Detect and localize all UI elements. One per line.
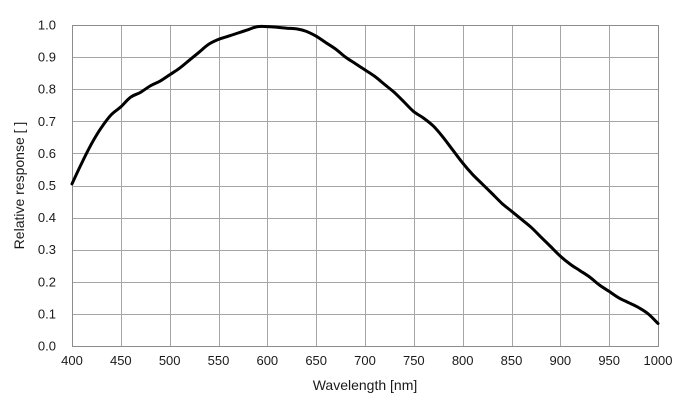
y-tick-label: 0.2	[38, 274, 56, 289]
x-tick-label: 1000	[644, 353, 673, 368]
x-tick-label: 600	[256, 353, 278, 368]
grid-lines	[72, 25, 659, 347]
y-tick-label: 0.0	[38, 339, 56, 354]
x-tick-label: 950	[598, 353, 620, 368]
x-tick-label: 700	[354, 353, 376, 368]
y-tick-label: 0.8	[38, 82, 56, 97]
y-tick-label: 0.3	[38, 242, 56, 257]
x-tick-label: 650	[305, 353, 327, 368]
x-axis-title: Wavelength [nm]	[313, 377, 418, 393]
x-tick-label: 850	[501, 353, 523, 368]
x-tick-label: 800	[452, 353, 474, 368]
y-tick-label: 0.6	[38, 146, 56, 161]
x-tick-label: 450	[110, 353, 132, 368]
x-tick-label: 400	[61, 353, 83, 368]
x-tick-label: 750	[403, 353, 425, 368]
y-tick-label: 0.1	[38, 306, 56, 321]
y-tick-labels: 0.0 0.1 0.2 0.3 0.4 0.5 0.6 0.7 0.8 0.9 1.0	[38, 18, 56, 354]
y-tick-label: 0.4	[38, 210, 56, 225]
x-tick-label: 900	[549, 353, 571, 368]
y-axis-title: Relative response [ ]	[11, 122, 27, 250]
y-tick-label: 0.7	[38, 114, 56, 129]
plot-frame	[72, 25, 659, 347]
x-tick-labels: 400 450 500 550 600 650 700 750 800 850 900 950 1000	[61, 353, 672, 368]
y-tick-label: 0.9	[38, 50, 56, 65]
y-tick-label: 0.5	[38, 178, 56, 193]
y-tick-label: 1.0	[38, 18, 56, 33]
response-curve	[70, 24, 660, 325]
x-tick-label: 550	[208, 353, 230, 368]
x-tick-label: 500	[159, 353, 181, 368]
